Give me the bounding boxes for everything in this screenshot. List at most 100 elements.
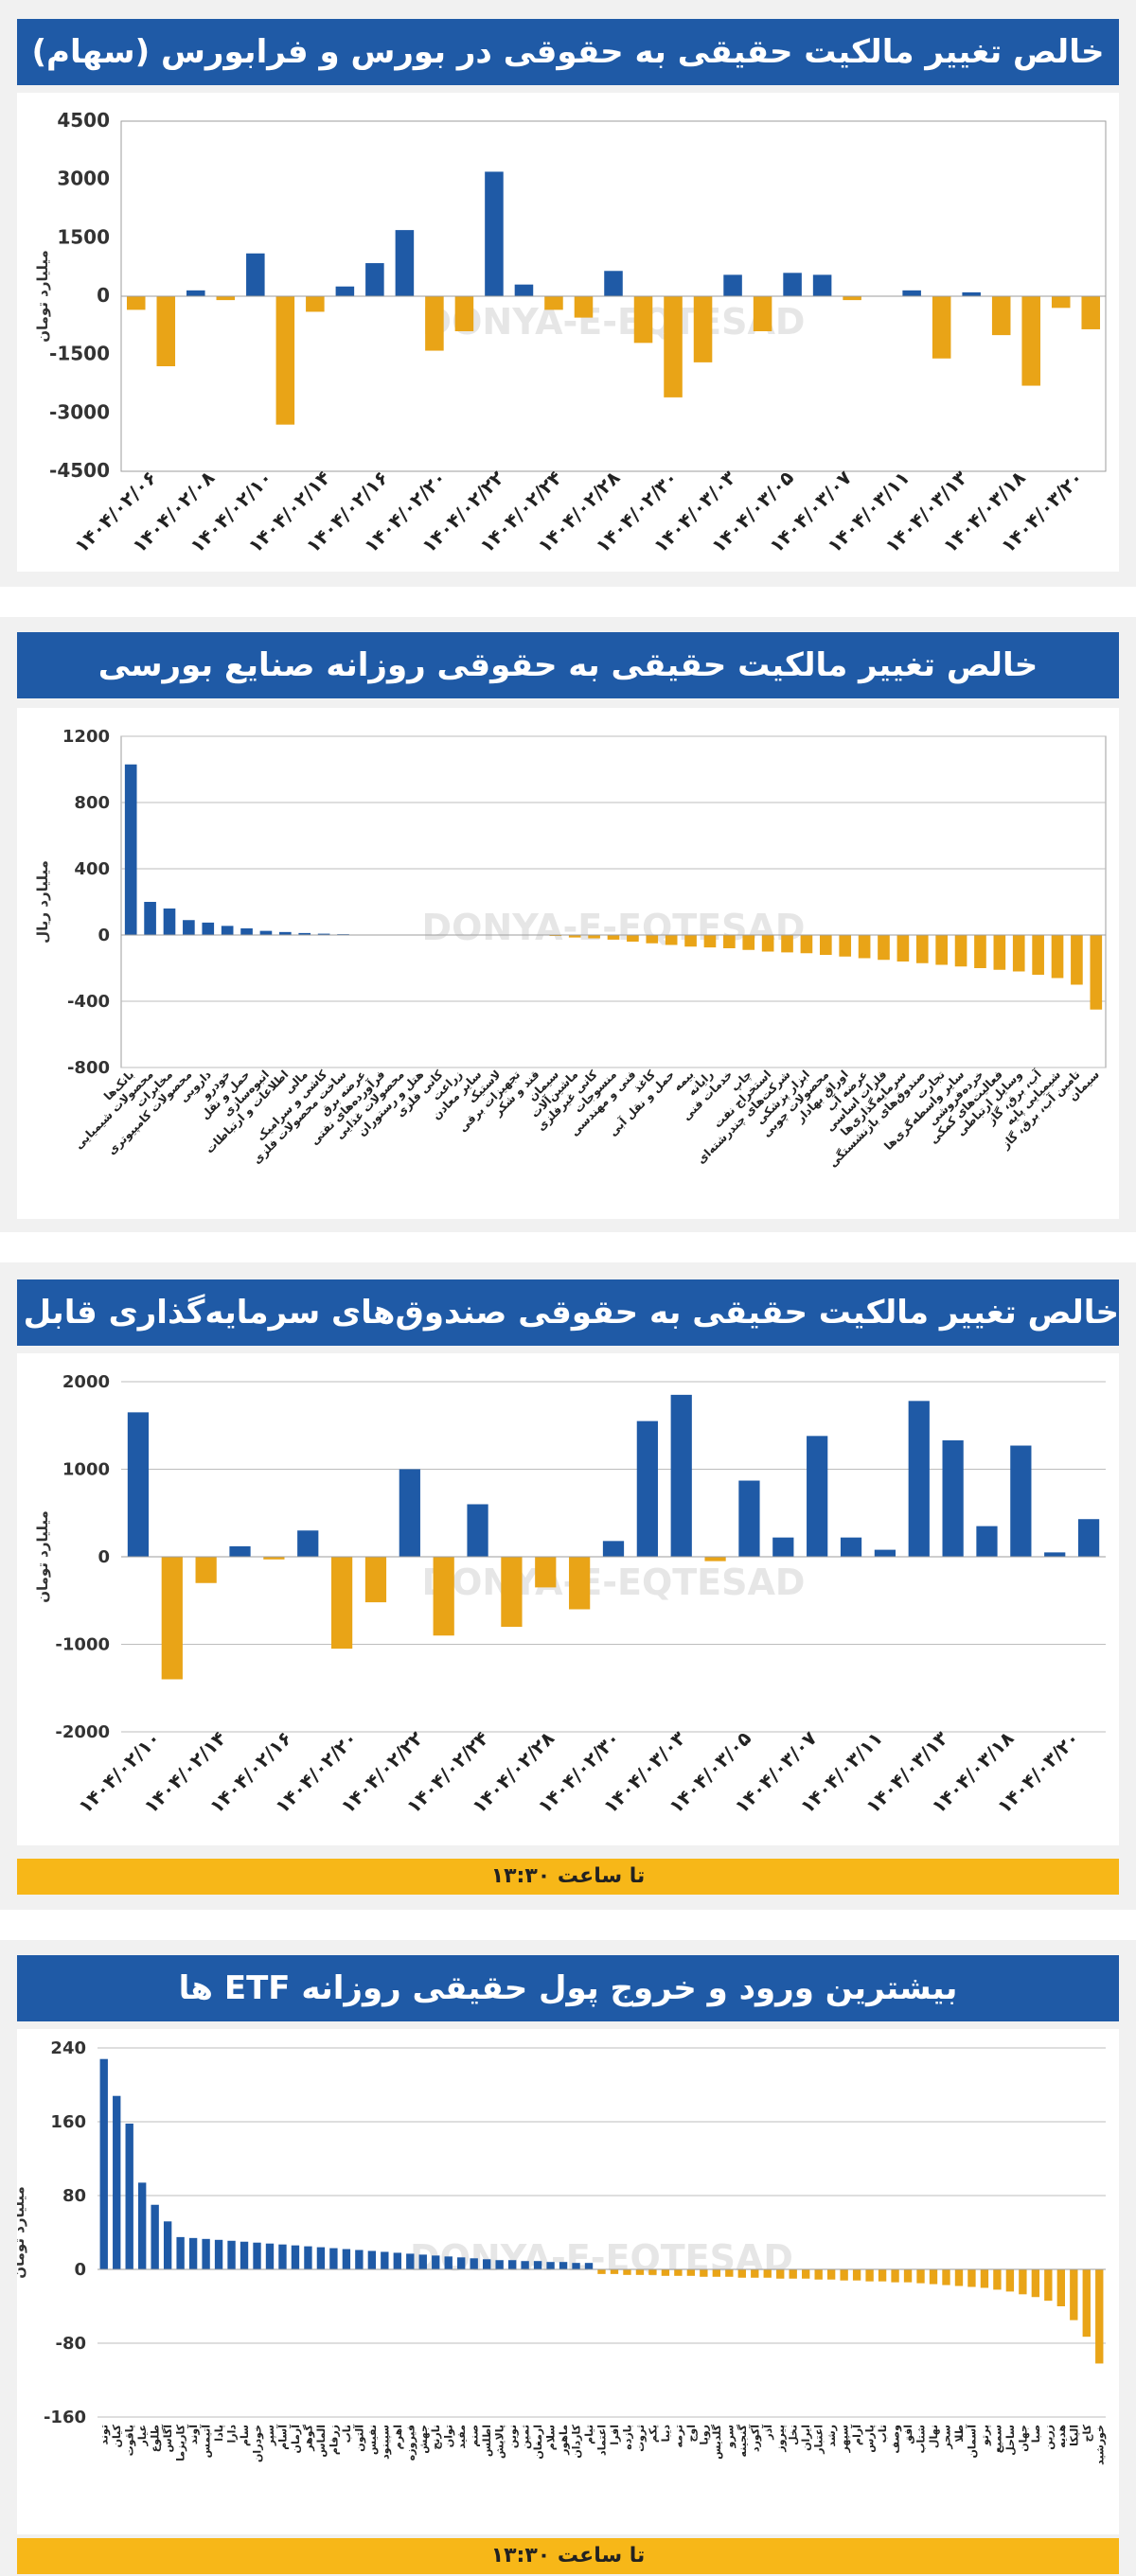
bar [275, 296, 295, 425]
bar [395, 230, 415, 296]
category-label: آرام [850, 2425, 863, 2445]
bar [878, 935, 890, 961]
category-label: سپهر [839, 2425, 851, 2453]
bar [1081, 296, 1101, 329]
category-label: صنم [469, 2425, 481, 2447]
y-tick-label: 4500 [57, 109, 110, 132]
category-label: سحر [940, 2425, 952, 2450]
bar [574, 296, 594, 318]
category-label: جهش [417, 2425, 430, 2454]
chart-1-box: DONYA-E-EQTESAD 4500 3000 1500 0 -1500 -3000 -4… [17, 93, 1119, 572]
bar [195, 1557, 217, 1583]
category-label: پیروز [774, 2425, 787, 2453]
bar [852, 2269, 861, 2281]
category-label: شتاب [915, 2425, 928, 2454]
bar [814, 2269, 823, 2280]
bar [335, 286, 355, 296]
category-label: یکم [647, 2425, 659, 2443]
bar [763, 2269, 772, 2278]
bar [533, 2261, 542, 2269]
y-tick-label: 0 [98, 926, 110, 945]
y-tick-label: 400 [74, 859, 110, 879]
category-label: سلام [545, 2425, 558, 2450]
bar [751, 2269, 759, 2278]
bar [546, 2262, 555, 2269]
category-label: طلوع [150, 2425, 162, 2452]
bar [942, 2269, 950, 2285]
bar [113, 2095, 121, 2269]
bar [761, 935, 774, 952]
bar [221, 926, 234, 935]
bar [163, 2221, 172, 2269]
chart-1-title: خالص تغییر مالکیت حقیقی به حقوقی در بورس… [17, 19, 1119, 85]
bar [291, 2245, 300, 2269]
category-label: اهرم [392, 2425, 404, 2449]
category-label: سمیع [991, 2425, 1003, 2453]
bar [568, 935, 581, 938]
category-label: سپینود [379, 2425, 391, 2460]
bar [954, 2269, 964, 2286]
panel-2: خالص تغییر مالکیت حقیقی به حقوقی روزانه … [0, 617, 1136, 1232]
bar [485, 171, 504, 296]
bar [802, 2269, 810, 2279]
category-label: عیار [136, 2425, 149, 2446]
bar [1051, 935, 1064, 979]
bar [896, 935, 910, 962]
bar [99, 2058, 108, 2269]
bar [627, 935, 639, 942]
category-label: افق [902, 2425, 914, 2444]
category-label: توند [98, 2425, 111, 2445]
bar [253, 2242, 261, 2269]
bar [297, 1530, 319, 1557]
category-label: خورشید [1093, 2425, 1106, 2465]
bar [495, 2260, 504, 2269]
category-label: زرین [1042, 2425, 1055, 2450]
bar [176, 2236, 185, 2269]
y-tick-label: -1000 [55, 1635, 110, 1655]
bar [444, 2256, 453, 2269]
bar [738, 1480, 760, 1557]
category-label: جهان [1017, 2425, 1029, 2452]
category-label: اطلس [481, 2425, 493, 2457]
bar [902, 290, 921, 296]
category-label: کاردان [571, 2424, 583, 2458]
bar [1010, 1445, 1032, 1557]
bar [501, 1557, 523, 1627]
y-tick-label: -2000 [55, 1722, 110, 1742]
bar [753, 296, 772, 331]
y-tick-label: 1500 [57, 225, 110, 248]
bar [124, 764, 137, 935]
category-label: آلتون [352, 2425, 365, 2452]
bar [789, 2269, 797, 2279]
y-tick-label: -80 [55, 2334, 86, 2354]
bar [514, 284, 534, 296]
bar [265, 2243, 275, 2269]
bar [648, 2269, 657, 2275]
bar [908, 1401, 930, 1557]
y-tick-label: -1500 [49, 343, 110, 365]
category-label: توان [443, 2425, 455, 2447]
y-tick-label: 1000 [62, 1460, 110, 1480]
category-label: گلدیس [711, 2424, 723, 2460]
bar [772, 1537, 794, 1557]
bar [840, 1537, 862, 1557]
bar [865, 2269, 874, 2282]
y-tick-label: 240 [50, 2038, 86, 2058]
category-label: اوج [685, 2425, 699, 2443]
category-label: پارس [864, 2425, 877, 2453]
plot-frame [120, 735, 1107, 1068]
bar [457, 2257, 466, 2269]
bar [807, 1436, 828, 1557]
bar [723, 274, 742, 296]
category-label: سرو [723, 2425, 736, 2449]
y-tick-label: -4500 [49, 459, 110, 482]
bar [393, 2252, 401, 2269]
bar [1051, 296, 1071, 309]
bar [240, 2241, 249, 2269]
y-axis-label: میلیارد تومان [34, 250, 51, 343]
category-label: زرفام [328, 2425, 340, 2455]
y-axis-label: میلیارد تومان [17, 2186, 27, 2279]
category-label: کاریزما [175, 2424, 187, 2461]
category-label: کیان [111, 2424, 123, 2447]
category-label: دارا [226, 2425, 239, 2444]
